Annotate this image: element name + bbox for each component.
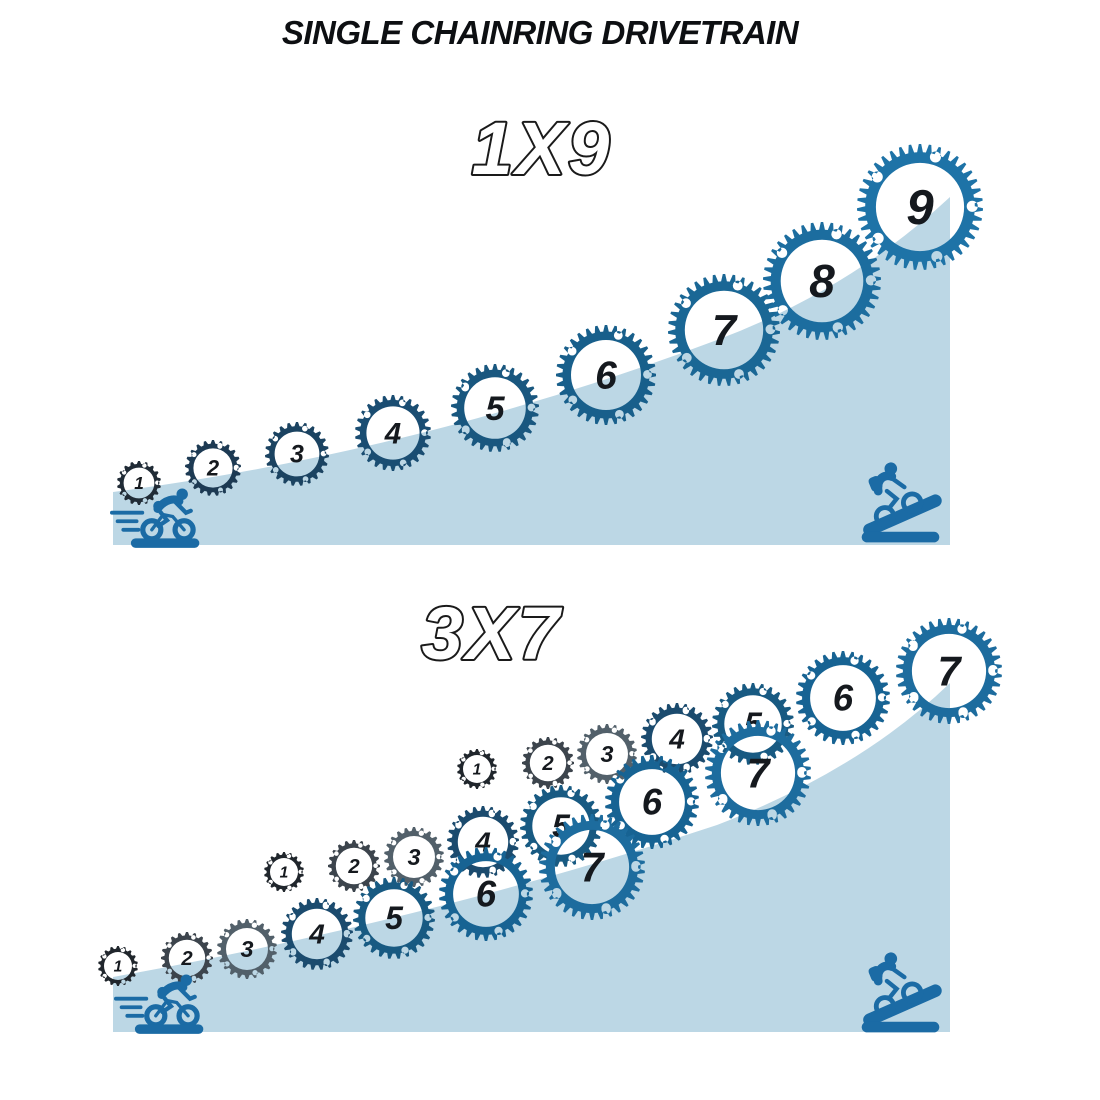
chainring-icon: [641, 703, 713, 775]
chainring-icon: [355, 395, 431, 471]
gear-number: 7: [712, 306, 738, 355]
gear-3x7-row-middle-6: 6: [605, 755, 699, 849]
chainring-icon: [857, 144, 983, 270]
section-label-3x7: 3X7: [422, 592, 564, 675]
gear-number: 1: [114, 958, 123, 975]
slope-3x7: [113, 683, 950, 1032]
gear-3x7-row-middle-2: 2: [328, 840, 380, 892]
chainring-icon: [605, 755, 699, 849]
chainring-icon: [384, 827, 444, 887]
section-1x9: 1X9 1 2 3 4 5 6 7 8 9: [112, 105, 983, 548]
chainring-icon: [522, 737, 574, 789]
gear-number: 9: [906, 181, 934, 235]
chainring-icon: [796, 651, 890, 745]
gear-3x7-row-bottom-3: 3: [217, 919, 277, 979]
gear-1x9-cassette-1-to-9-8: 8: [763, 222, 881, 340]
gear-number: 2: [206, 456, 219, 481]
gear-3x7-row-middle-7: 7: [705, 720, 811, 826]
chainring-icon: [577, 724, 637, 784]
gear-number: 1: [280, 864, 289, 881]
chainring-icon: [763, 222, 881, 340]
gear-group-1x9: 1 2 3 4 5 6 7 8 9: [117, 144, 983, 505]
gear-3x7-row-middle-1: 1: [264, 852, 304, 892]
gear-number: 4: [384, 417, 401, 450]
section-label-1x9: 1X9: [472, 107, 613, 190]
gear-number: 6: [476, 874, 497, 915]
chainring-icon: [353, 877, 435, 959]
gear-number: 2: [180, 948, 193, 970]
gear-number: 2: [347, 856, 360, 878]
gear-3x7-row-top-3: 3: [577, 724, 637, 784]
gear-number: 7: [938, 648, 963, 694]
gear-3x7-row-bottom-5: 5: [353, 877, 435, 959]
gear-1x9-cassette-1-to-9-2: 2: [185, 440, 241, 496]
gear-number: 4: [668, 724, 685, 755]
chainring-icon: [117, 461, 161, 505]
gear-number: 7: [747, 750, 772, 796]
page-title: SINGLE CHAINRING DRIVETRAIN: [282, 14, 800, 51]
gear-number: 6: [642, 782, 663, 823]
chainring-icon: [439, 847, 533, 941]
chainring-icon: [328, 840, 380, 892]
chainring-icon: [705, 720, 811, 826]
gear-1x9-cassette-1-to-9-7: 7: [668, 274, 780, 386]
gear-3x7-row-bottom-2: 2: [161, 932, 213, 984]
chainring-icon: [451, 364, 539, 452]
slope-1x9: [113, 197, 950, 545]
gear-3x7-row-middle-3: 3: [384, 827, 444, 887]
gear-3x7-row-top-4: 4: [641, 703, 713, 775]
gear-1x9-cassette-1-to-9-4: 4: [355, 395, 431, 471]
chainring-icon: [539, 814, 645, 920]
chainring-icon: [281, 898, 353, 970]
chainring-icon: [556, 325, 656, 425]
chainring-icon: [185, 440, 241, 496]
chainring-icon: [161, 932, 213, 984]
gear-number: 3: [600, 741, 613, 767]
gear-number: 1: [134, 473, 144, 493]
gear-number: 3: [407, 844, 420, 870]
gear-number: 5: [485, 390, 505, 428]
chainring-icon: [457, 749, 497, 789]
gear-3x7-row-bottom-6: 6: [439, 847, 533, 941]
chainring-icon: [265, 422, 329, 486]
gear-3x7-row-bottom-4: 4: [281, 898, 353, 970]
gear-3x7-row-top-2: 2: [522, 737, 574, 789]
gear-number: 6: [833, 678, 854, 719]
gear-number: 5: [385, 900, 404, 936]
chainring-icon: [896, 618, 1002, 724]
gear-3x7-row-top-1: 1: [457, 749, 497, 789]
gear-1x9-cassette-1-to-9-1: 1: [117, 461, 161, 505]
gear-number: 1: [473, 761, 482, 778]
gear-3x7-row-top-6: 6: [796, 651, 890, 745]
gear-1x9-cassette-1-to-9-3: 3: [265, 422, 329, 486]
gear-number: 3: [290, 441, 304, 469]
gear-1x9-cassette-1-to-9-6: 6: [556, 325, 656, 425]
chainring-icon: [520, 785, 602, 867]
gear-number: 7: [581, 844, 606, 890]
gear-1x9-cassette-1-to-9-9: 9: [857, 144, 983, 270]
gear-number: 2: [541, 753, 554, 775]
gear-number: 6: [595, 355, 617, 398]
chainring-icon: [264, 852, 304, 892]
chainring-icon: [217, 919, 277, 979]
gear-3x7-row-bottom-7: 7: [539, 814, 645, 920]
gear-number: 3: [240, 936, 253, 962]
gear-1x9-cassette-1-to-9-5: 5: [451, 364, 539, 452]
gear-3x7-row-bottom-1: 1: [98, 946, 138, 986]
chainring-icon: [668, 274, 780, 386]
gear-number: 8: [809, 255, 835, 307]
chainring-icon: [98, 946, 138, 986]
gear-3x7-row-top-7: 7: [896, 618, 1002, 724]
gear-number: 4: [308, 919, 325, 950]
